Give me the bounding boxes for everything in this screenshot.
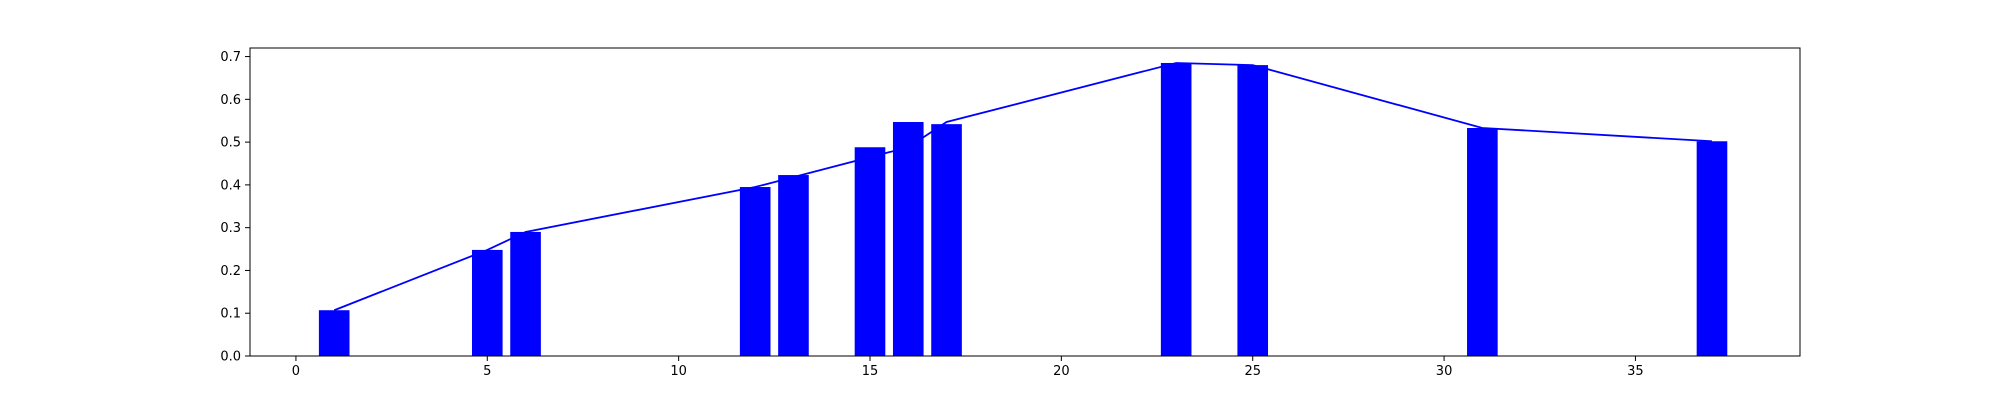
y-tick-label: 0.2 [220,264,241,279]
y-axis: 0.0 0.1 0.2 0.3 0.4 0.5 0.6 0.7 [220,50,250,365]
y-tick-label: 0.6 [220,93,241,108]
x-axis: 0 5 10 15 20 25 30 35 [292,356,1644,379]
bars [318,62,1728,357]
bar [892,122,924,356]
x-tick-label: 35 [1627,364,1644,379]
bar [931,124,962,356]
bar [318,310,350,356]
y-tick-label: 0.0 [220,350,241,365]
bar [1237,65,1269,357]
bar [1696,141,1728,356]
y-tick-label: 0.4 [220,178,241,193]
y-tick-label: 0.1 [220,307,241,322]
x-tick-label: 25 [1244,364,1261,379]
trend-line-group [333,62,1713,312]
x-tick-label: 15 [862,364,879,379]
bar [471,249,503,356]
trend-line [333,62,1713,312]
bar [1467,127,1498,357]
bar [854,147,886,356]
x-tick-label: 0 [292,364,300,379]
bar [1160,62,1192,356]
x-tick-label: 20 [1053,364,1070,379]
y-tick-label: 0.5 [220,136,241,151]
bar [739,187,771,356]
plot-frame [249,47,1801,357]
x-tick-label: 5 [483,364,491,379]
x-tick-label: 10 [670,364,687,379]
bar [510,231,541,356]
plot-area [250,48,1800,356]
y-tick-label: 0.3 [220,221,241,236]
y-tick-label: 0.7 [220,50,241,65]
x-tick-label: 30 [1436,364,1453,379]
bar [778,175,809,356]
